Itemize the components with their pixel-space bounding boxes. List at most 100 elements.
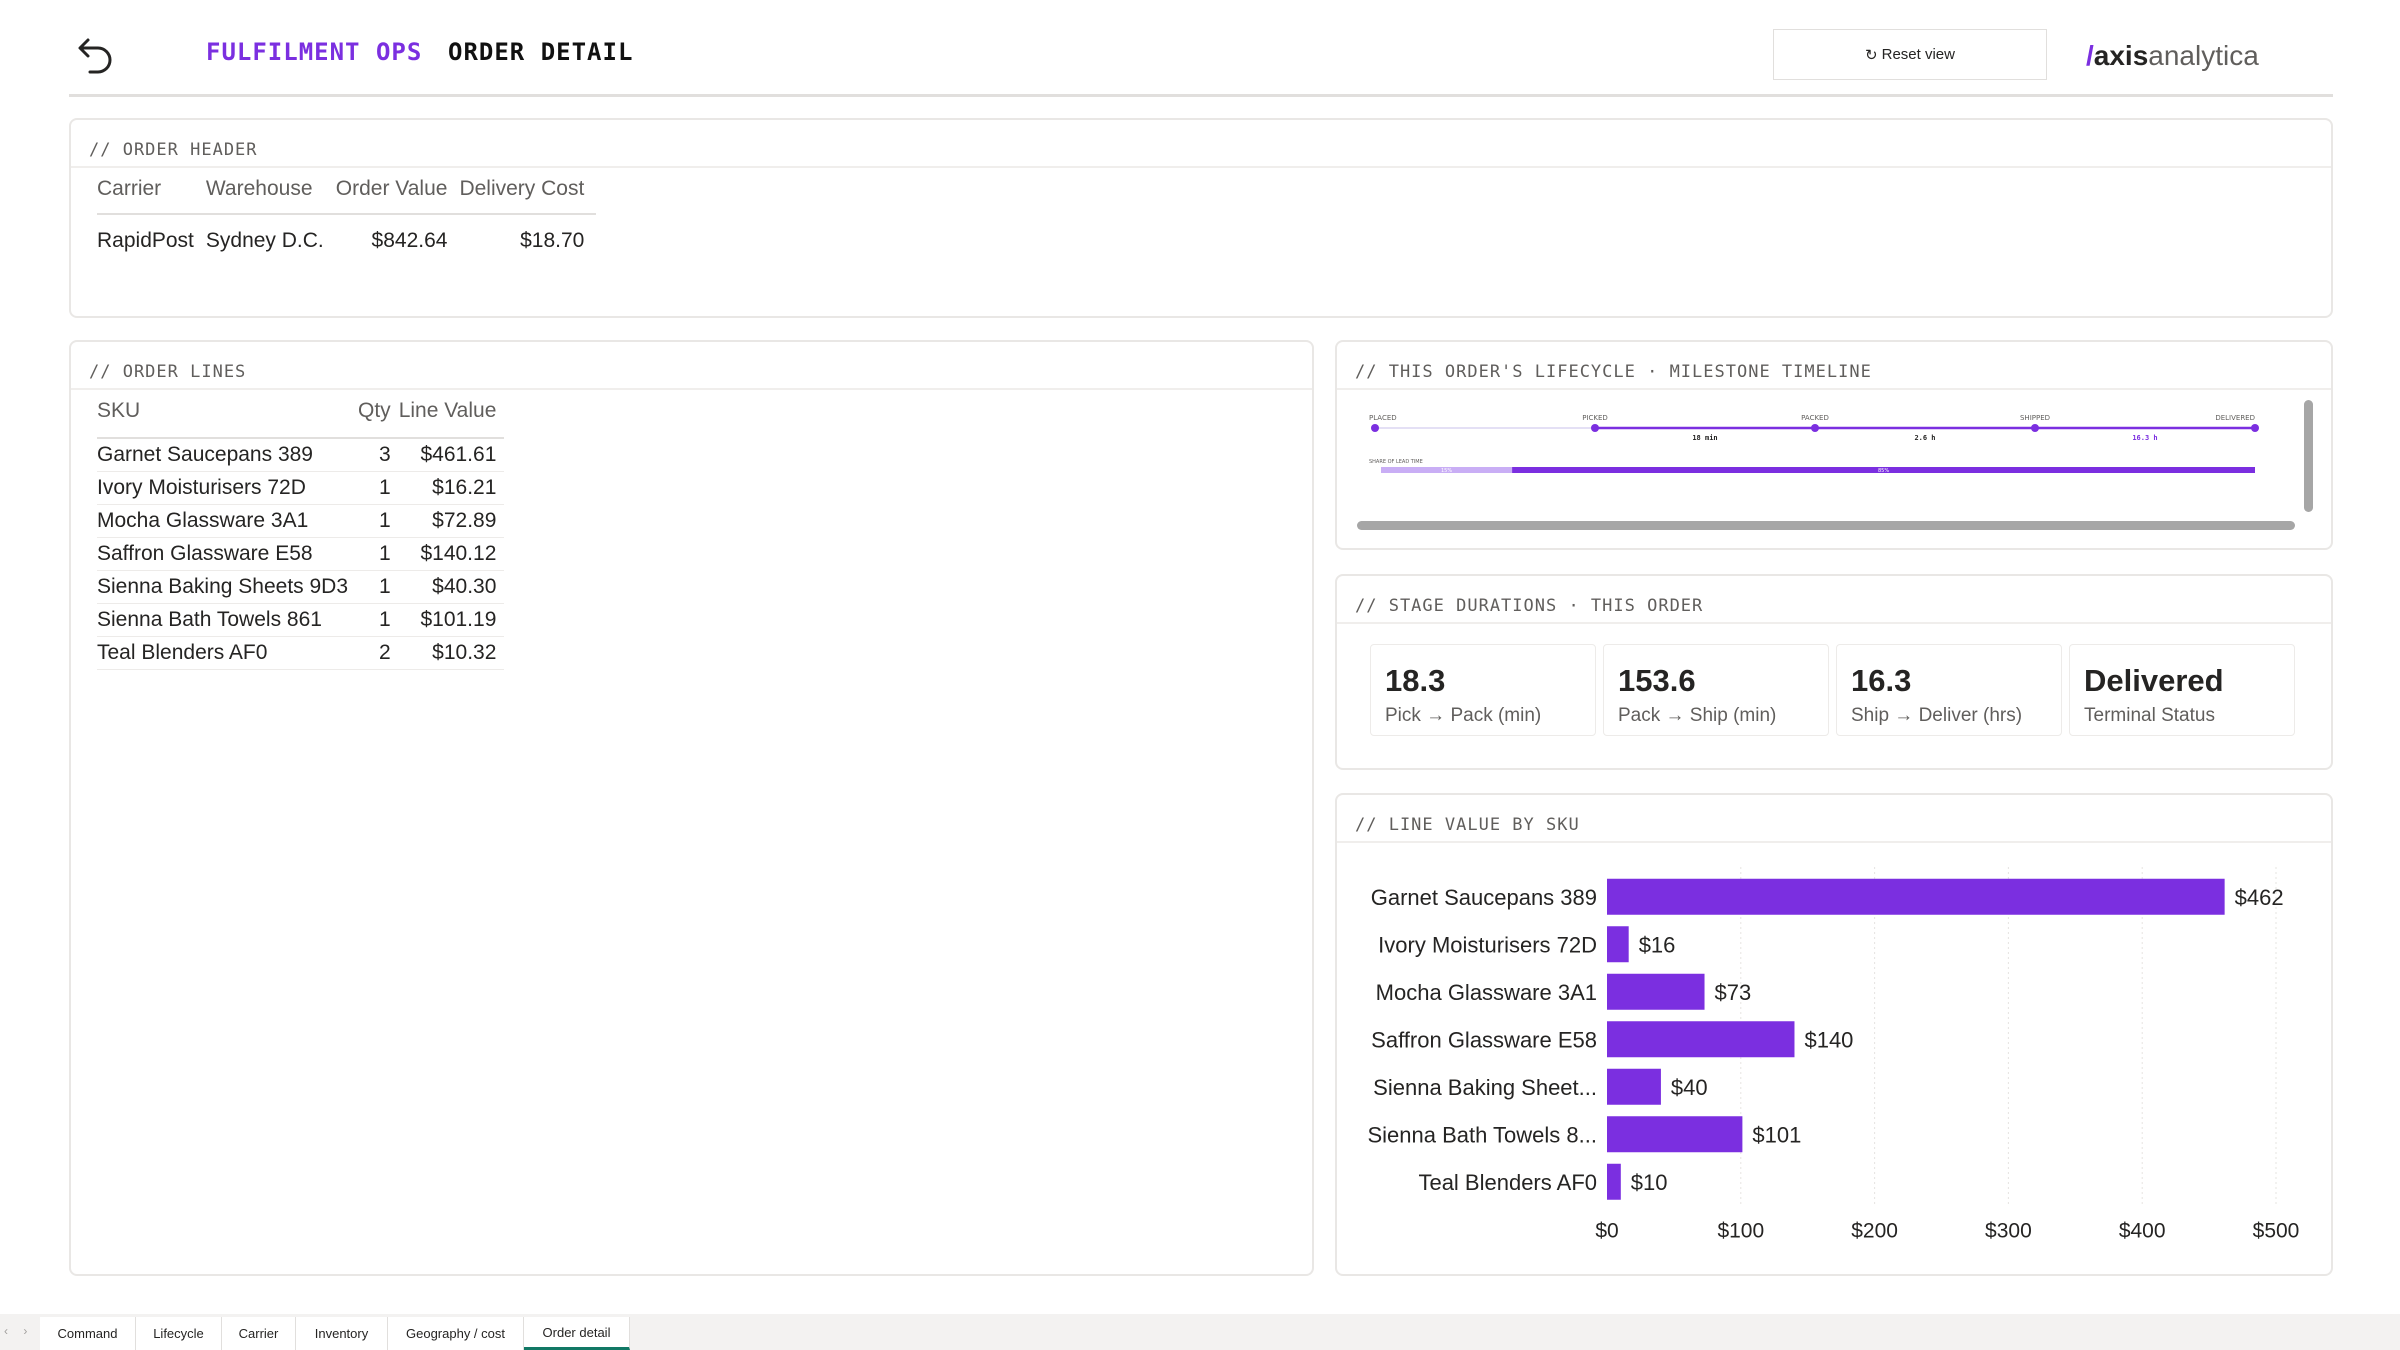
company-logo: /axisanalytica [2086,40,2259,71]
table-row[interactable]: Teal Blenders AF0 2 $10.32 [97,636,505,670]
milestone-dot [1371,424,1379,432]
milestone-timeline[interactable]: PLACED PICKED PACKED SHIPPED DELIVERED 18 min… [1355,400,2295,518]
table-cell: $140.12 [398,537,505,571]
data-label: $40 [1671,1075,1708,1100]
milestone-dot [2251,424,2259,432]
milestone-label: PACKED [1801,414,1829,422]
table-cell: $842.64 [335,213,460,253]
table-cell: Saffron Glassware E58 [97,537,359,571]
table-cell: $101.19 [398,603,505,637]
share-segment [1381,467,1513,473]
milestone-label: SHIPPED [2020,414,2050,422]
table-row[interactable]: Garnet Saucepans 389 3 $461.61 [97,437,505,472]
x-tick-label: $0 [1595,1220,1618,1243]
data-label: $462 [2235,885,2284,910]
stage-duration-label: 16.3 h [2132,434,2157,442]
panel-title: // LINE VALUE BY SKU [1355,815,1580,835]
kpi-card-pick-pack: 18.3 Pick → Pack (min) [1370,644,1596,736]
table-cell: Ivory Moisturisers 72D [97,471,359,505]
table-row[interactable]: Ivory Moisturisers 72D 1 $16.21 [97,471,505,505]
tab-order-detail[interactable]: Order detail [524,1317,630,1350]
stage-duration-label: 18 min [1692,434,1717,442]
page-tab-bar: ‹ › Command Lifecycle Carrier Inventory Geog… [0,1314,2400,1350]
table-cell: 3 [358,437,399,472]
table-cell: 2 [358,636,399,670]
timeline-vertical-scrollbar[interactable] [2304,400,2313,512]
kpi-value: 153.6 [1618,663,1696,698]
back-button[interactable] [74,32,118,76]
bar[interactable] [1607,878,2225,915]
table-cell: Sienna Bath Towels 861 [97,603,359,637]
column-header[interactable]: Qty [358,399,391,422]
order-lines-table: SKU Qty Line Value Garnet Saucepans 389 3 $4… [97,399,505,670]
tab-carrier[interactable]: Carrier [222,1317,296,1350]
milestone-dot [1811,424,1819,432]
panel-title: // ORDER LINES [89,362,247,382]
tab-geography-cost[interactable]: Geography / cost [388,1317,524,1350]
table-row[interactable]: Saffron Glassware E58 1 $140.12 [97,537,505,571]
order-lines-panel: // ORDER LINES SKU Qty Line Value Garnet S… [69,340,1314,1276]
x-tick-label: $200 [1851,1220,1898,1243]
bar[interactable] [1607,926,1629,963]
column-header[interactable]: Warehouse [205,177,313,200]
timeline-horizontal-scrollbar[interactable] [1357,521,2295,530]
reset-view-button[interactable]: ↻ Reset view [1773,29,2047,80]
column-header[interactable]: Carrier [97,177,162,200]
tab-scroll-arrows[interactable]: ‹ › [4,1324,34,1338]
table-cell: RapidPost [97,213,206,253]
bar[interactable] [1607,973,1705,1010]
table-cell: 1 [358,504,399,538]
category-label: Teal Blenders AF0 [1418,1170,1597,1195]
category-label: Ivory Moisturisers 72D [1378,932,1597,957]
kpi-label: Pick → Pack (min) [1385,705,1542,726]
kpi-card-terminal-status: Delivered Terminal Status [2069,644,2295,736]
brand-title: FULFILMENT OPS [206,38,423,66]
kpi-value: 16.3 [1851,663,1912,698]
panel-title: // ORDER HEADER [89,140,258,160]
table-row[interactable]: Sienna Bath Towels 861 1 $101.19 [97,603,505,637]
x-tick-label: $100 [1717,1220,1764,1243]
table-cell: 1 [358,603,399,637]
order-header-table: Carrier Warehouse Order Value Delivery Cost… [97,177,597,253]
table-cell: $72.89 [398,504,505,538]
tab-inventory[interactable]: Inventory [296,1317,388,1350]
share-segment [1512,467,2255,473]
table-cell: 1 [358,471,399,505]
category-label: Saffron Glassware E58 [1371,1027,1597,1052]
kpi-label: Terminal Status [2084,705,2215,726]
column-header[interactable]: Delivery Cost [459,177,585,200]
x-tick-label: $400 [2119,1220,2166,1243]
column-header[interactable]: Order Value [335,177,448,200]
column-header[interactable]: Line Value [398,399,497,422]
table-row[interactable]: Sienna Baking Sheets 9D3 1 $40.30 [97,570,505,604]
reset-view-label: Reset view [1881,46,1955,63]
line-value-bar-chart: Garnet Saucepans 389 $462 Ivory Moisturise… [1367,867,2300,1243]
line-value-panel: // LINE VALUE BY SKU Garnet Saucepans 38… [1335,793,2333,1276]
table-cell: $40.30 [398,570,505,604]
milestone-label: DELIVERED [2215,414,2255,422]
bar[interactable] [1607,1068,1661,1105]
back-arrow-icon [78,38,112,74]
x-tick-label: $500 [2253,1220,2300,1243]
refresh-icon: ↻ [1865,46,1878,64]
stage-durations-panel: // STAGE DURATIONS · THIS ORDER 18.3 Pic… [1335,574,2333,770]
table-cell: $16.21 [398,471,505,505]
column-header[interactable]: SKU [97,399,141,422]
category-label: Sienna Baking Sheet... [1373,1075,1597,1100]
data-label: $140 [1804,1027,1853,1052]
share-segment-label: 15% [1441,468,1452,474]
milestone-label: PLACED [1369,414,1397,422]
milestone-label: PICKED [1582,414,1608,422]
table-row[interactable]: Mocha Glassware 3A1 1 $72.89 [97,504,505,538]
bar[interactable] [1607,1021,1795,1058]
bar[interactable] [1607,1163,1621,1200]
tab-lifecycle[interactable]: Lifecycle [136,1317,222,1350]
table-cell: 1 [358,537,399,571]
stage-duration-label: 2.6 h [1914,434,1935,442]
share-segment-label: 85% [1878,468,1889,474]
table-cell: Sienna Baking Sheets 9D3 [97,570,359,604]
bar[interactable] [1607,1116,1743,1153]
tab-command[interactable]: Command [40,1317,136,1350]
data-label: $73 [1715,980,1752,1005]
table-cell: Mocha Glassware 3A1 [97,504,359,538]
